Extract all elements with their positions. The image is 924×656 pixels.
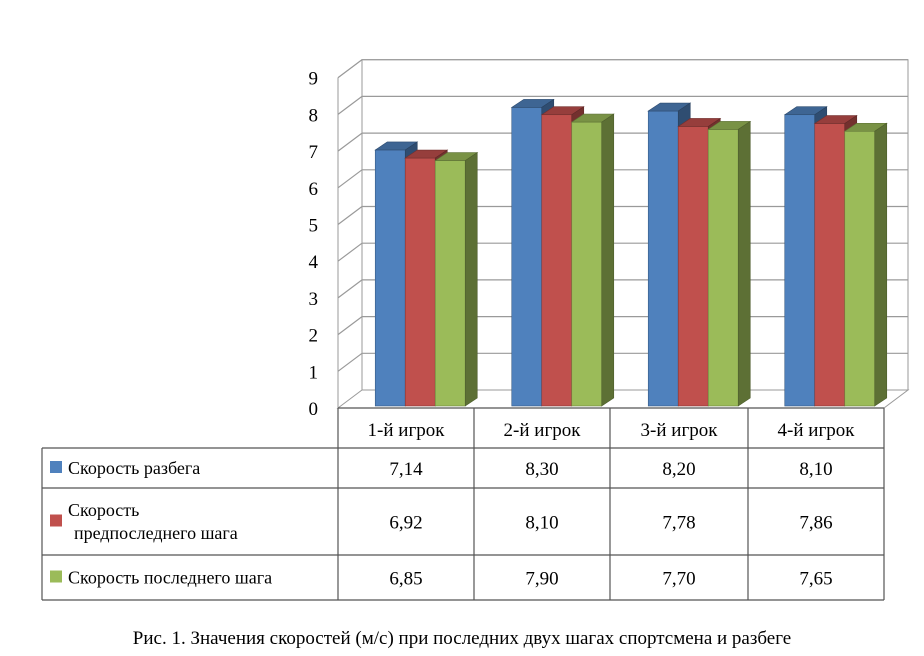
data-label: 6,92: [389, 513, 422, 534]
x-category-label: 4-й игрок: [778, 420, 856, 441]
data-label: 8,30: [525, 459, 558, 480]
data-label: 7,78: [662, 513, 695, 534]
y-tick-label: 8: [309, 105, 319, 126]
y-tick-label: 9: [309, 69, 319, 90]
bar-chart: 0 1 2 3 4 5 6 7 8 9 1-й игрок 2-й игрок 3-й игрок 4-…: [41, 59, 910, 601]
data-label: 8,20: [662, 459, 695, 480]
y-tick-label: 0: [309, 399, 319, 420]
bar: [843, 122, 888, 407]
legend-swatch: [50, 514, 62, 527]
data-label: 7,14: [389, 459, 423, 480]
bar-side: [464, 152, 478, 407]
bar-front: [707, 129, 739, 407]
data-label: 7,70: [662, 569, 695, 590]
data-label: 8,10: [525, 513, 558, 534]
bar: [570, 113, 615, 407]
bar-front: [814, 123, 846, 407]
bar-front: [677, 126, 709, 407]
bar: [434, 152, 479, 407]
bar-front: [571, 121, 603, 407]
data-table: 1-й игрок 2-й игрок 3-й игрок 4-й игрок Скор…: [41, 407, 885, 601]
y-tick-label: 4: [309, 252, 319, 273]
bar-front: [511, 107, 543, 407]
data-label: 7,86: [799, 513, 832, 534]
y-tick-label: 5: [309, 216, 319, 237]
left-wall-top-edge: [337, 59, 363, 79]
legend-label: Скорость: [68, 500, 139, 520]
bar-front: [647, 110, 679, 407]
x-category-label: 1-й игрок: [368, 420, 446, 441]
bar-front: [784, 114, 816, 407]
legend-label: Скорость разбега: [68, 458, 200, 478]
legend-label: предпоследнего шага: [74, 523, 238, 543]
bar-front: [404, 157, 436, 407]
y-tick-label: 2: [309, 326, 319, 347]
legend-swatch: [50, 570, 62, 583]
bar-side: [874, 122, 888, 407]
data-label: 6,85: [389, 569, 422, 590]
bar-front: [844, 130, 876, 407]
bar-side: [601, 113, 615, 407]
bars: [374, 98, 888, 407]
y-tick-label: 7: [309, 142, 319, 163]
y-tick-label: 1: [309, 362, 319, 383]
bar-side: [737, 120, 751, 407]
bar-front: [374, 149, 406, 407]
x-category-label: 2-й игрок: [504, 420, 582, 441]
data-label: 7,65: [799, 569, 832, 590]
data-label: 8,10: [799, 459, 832, 480]
y-tick-label: 3: [309, 289, 319, 310]
data-label: 7,90: [525, 569, 558, 590]
y-axis-ticks: 0 1 2 3 4 5 6 7 8 9: [309, 69, 319, 420]
bar-front: [434, 160, 466, 407]
x-category-label: 3-й игрок: [641, 420, 719, 441]
legend-label: Скорость последнего шага: [68, 568, 272, 588]
y-tick-label: 6: [309, 179, 319, 200]
bar-front: [541, 114, 573, 407]
bar: [707, 120, 752, 407]
gridline: [337, 95, 908, 115]
figure-caption: Рис. 1. Значения скоростей (м/с) при пос…: [132, 628, 792, 649]
legend-swatch: [50, 461, 62, 473]
